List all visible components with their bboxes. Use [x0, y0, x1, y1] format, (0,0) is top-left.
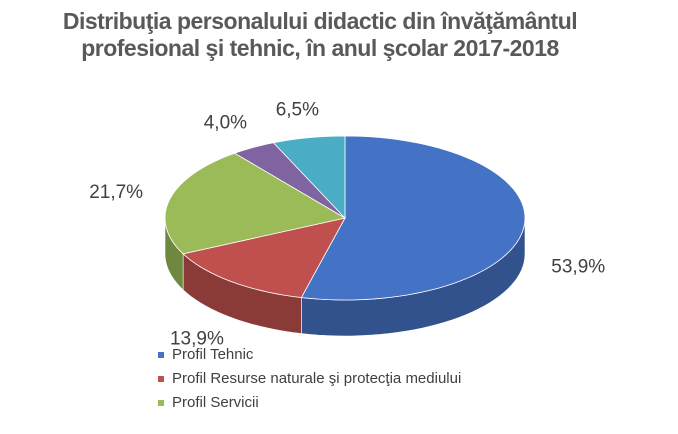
legend-swatch — [158, 376, 164, 382]
chart-title: Distribuţia personalului didactic din în… — [62, 8, 578, 61]
value-label: 6,5% — [276, 99, 319, 120]
value-label: 4,0% — [204, 112, 247, 133]
slice — [182, 217, 346, 298]
legend-swatch — [158, 352, 164, 358]
legend-label: Profil Resurse naturale şi protecţia med… — [172, 370, 461, 387]
value-label: 21,7% — [89, 182, 143, 203]
value-label: 13,9% — [170, 328, 224, 349]
legend-swatch — [158, 400, 164, 406]
legend-label: Profil Servicii — [172, 394, 259, 411]
slice — [272, 135, 346, 220]
slice — [300, 135, 526, 301]
slice — [164, 152, 347, 255]
value-label: 53,9% — [551, 256, 605, 277]
legend-label: Profil Tehnic — [172, 346, 254, 363]
slice — [233, 142, 346, 219]
